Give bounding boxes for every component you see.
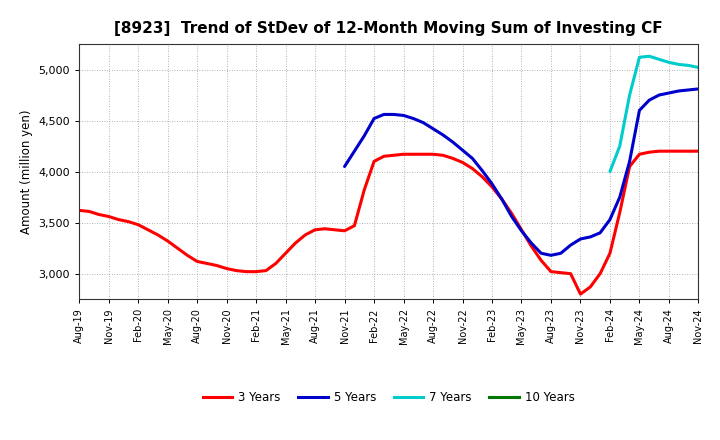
5 Years <box>595 230 604 235</box>
Line: 5 Years: 5 Years <box>345 89 698 255</box>
5 Years <box>537 251 546 256</box>
7 Years <box>665 60 673 65</box>
Legend: 3 Years, 5 Years, 7 Years, 10 Years: 3 Years, 5 Years, 7 Years, 10 Years <box>198 387 580 409</box>
5 Years <box>498 197 506 202</box>
5 Years <box>341 164 349 169</box>
Y-axis label: Amount (million yen): Amount (million yen) <box>20 110 33 234</box>
5 Years <box>645 98 654 103</box>
5 Years <box>616 194 624 200</box>
5 Years <box>399 113 408 118</box>
7 Years <box>694 65 703 70</box>
5 Years <box>409 116 418 121</box>
7 Years <box>625 92 634 98</box>
7 Years <box>654 57 663 62</box>
5 Years <box>508 214 516 219</box>
5 Years <box>635 108 644 113</box>
5 Years <box>487 181 496 187</box>
5 Years <box>546 253 555 258</box>
5 Years <box>468 156 477 161</box>
Title: [8923]  Trend of StDev of 12-Month Moving Sum of Investing CF: [8923] Trend of StDev of 12-Month Moving… <box>114 21 663 36</box>
5 Years <box>606 217 614 222</box>
3 Years <box>379 154 388 159</box>
5 Years <box>586 234 595 239</box>
5 Years <box>675 88 683 94</box>
3 Years <box>478 174 487 180</box>
7 Years <box>645 54 654 59</box>
5 Years <box>694 86 703 92</box>
5 Years <box>370 116 379 121</box>
3 Years <box>468 166 477 171</box>
5 Years <box>527 240 536 246</box>
7 Years <box>616 143 624 149</box>
5 Years <box>567 242 575 248</box>
Line: 7 Years: 7 Years <box>610 56 698 172</box>
5 Years <box>419 120 428 125</box>
7 Years <box>635 55 644 60</box>
5 Years <box>684 87 693 92</box>
5 Years <box>478 168 487 173</box>
3 Years <box>419 152 428 157</box>
3 Years <box>694 149 703 154</box>
5 Years <box>665 90 673 95</box>
5 Years <box>458 147 467 153</box>
5 Years <box>350 149 359 154</box>
7 Years <box>606 169 614 174</box>
5 Years <box>390 112 398 117</box>
5 Years <box>360 133 369 139</box>
7 Years <box>675 62 683 67</box>
3 Years <box>654 149 663 154</box>
7 Years <box>684 63 693 68</box>
3 Years <box>153 232 162 238</box>
5 Years <box>576 236 585 242</box>
5 Years <box>654 92 663 98</box>
5 Years <box>449 139 457 145</box>
5 Years <box>428 126 437 132</box>
5 Years <box>625 159 634 164</box>
5 Years <box>379 112 388 117</box>
3 Years <box>75 208 84 213</box>
3 Years <box>330 227 339 232</box>
5 Years <box>517 228 526 234</box>
5 Years <box>557 251 565 256</box>
3 Years <box>576 291 585 297</box>
Line: 3 Years: 3 Years <box>79 151 698 294</box>
5 Years <box>438 132 447 137</box>
